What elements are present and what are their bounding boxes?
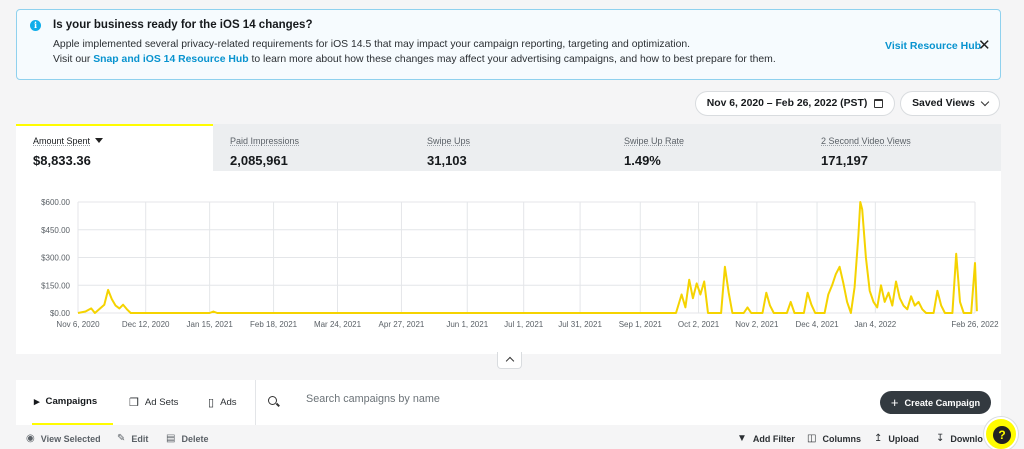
upload-label: Upload: [888, 433, 919, 444]
create-campaign-button[interactable]: + Create Campaign: [880, 391, 991, 414]
x-tick-label: Apr 27, 2021: [379, 320, 425, 329]
edit-label: Edit: [131, 433, 149, 444]
add-filter-button[interactable]: ▼ Add Filter: [737, 433, 795, 444]
metric-tab-swipe-ups[interactable]: Swipe Ups 31,103: [410, 124, 607, 171]
caret-down-icon[interactable]: [95, 138, 104, 143]
download-button[interactable]: ↧ Downlo: [936, 433, 983, 444]
metric-value: 171,197: [821, 153, 868, 168]
question-mark-icon: ?: [993, 426, 1011, 444]
add-filter-label: Add Filter: [752, 433, 795, 444]
x-tick-label: Dec 4, 2021: [795, 320, 839, 329]
metric-value: 31,103: [427, 153, 467, 168]
chevron-down-icon: [980, 97, 990, 107]
tab-label: Campaigns: [45, 396, 98, 407]
download-icon: ↧: [936, 433, 945, 444]
info-icon: i: [30, 20, 41, 31]
tabs-divider: [255, 380, 256, 425]
metric-value: $8,833.36: [33, 153, 91, 168]
metric-label: 2 Second Video Views: [821, 136, 911, 146]
x-tick-label: Oct 2, 2021: [678, 320, 720, 329]
x-tick-label: Jul 31, 2021: [558, 320, 602, 329]
view-selected-button[interactable]: ◉ View Selected: [26, 433, 101, 444]
x-tick-label: Jan 15, 2021: [187, 320, 234, 329]
banner-line-1: Apple implemented several privacy-relate…: [53, 39, 691, 50]
tab-label: Ad Sets: [144, 397, 179, 408]
y-tick-label: $600.00: [41, 198, 70, 207]
search-icon: [268, 396, 277, 405]
metric-label: Paid Impressions: [230, 136, 300, 146]
megaphone-icon: ▸: [34, 396, 40, 408]
x-tick-label: Feb 26, 2022: [951, 320, 999, 329]
ios14-banner: i Is your business ready for the iOS 14 …: [16, 9, 1001, 80]
edit-button[interactable]: ✎ Edit: [117, 433, 148, 444]
metric-tabs: Amount Spent $8,833.36 Paid Impressions …: [16, 124, 1001, 171]
saved-views-dropdown[interactable]: Saved Views: [900, 91, 1000, 116]
banner-line-2-suffix: to learn more about how these changes ma…: [251, 54, 776, 65]
help-button[interactable]: ?: [984, 417, 1018, 449]
visit-resource-hub-link[interactable]: Visit Resource Hub: [885, 40, 982, 52]
metric-tab-video-views[interactable]: 2 Second Video Views 171,197: [804, 124, 1001, 171]
metric-tab-paid-impressions[interactable]: Paid Impressions 2,085,961: [213, 124, 410, 171]
tab-ads[interactable]: ▯ Ads: [208, 380, 237, 425]
saved-views-label: Saved Views: [912, 98, 975, 109]
x-tick-label: Mar 24, 2021: [314, 320, 362, 329]
stats-card: Amount Spent $8,833.36 Paid Impressions …: [16, 124, 1001, 354]
x-tick-label: Nov 2, 2021: [735, 320, 779, 329]
columns-button[interactable]: ◫ Columns: [807, 433, 861, 444]
tab-label: Ads: [220, 397, 237, 408]
pencil-icon: ✎: [117, 433, 126, 444]
table-actions: ◉ View Selected ✎ Edit ▤ Delete ▼ Add Fi…: [0, 431, 1024, 449]
y-tick-label: $300.00: [41, 254, 70, 263]
upload-button[interactable]: ↥ Upload: [874, 433, 919, 444]
view-selected-label: View Selected: [40, 433, 101, 444]
ad-icon: ▯: [208, 397, 215, 409]
date-range-picker[interactable]: Nov 6, 2020 – Feb 26, 2022 (PST): [695, 91, 895, 116]
tab-campaigns[interactable]: ▸ Campaigns: [32, 380, 113, 425]
banner-title: Is your business ready for the iOS 14 ch…: [53, 19, 313, 31]
x-tick-label: Jul 1, 2021: [504, 320, 544, 329]
x-tick-label: Sep 1, 2021: [619, 320, 663, 329]
close-icon[interactable]: ✕: [978, 37, 991, 54]
columns-icon: ◫: [807, 433, 817, 444]
tab-ad-sets[interactable]: ❐ Ad Sets: [129, 380, 178, 425]
entity-tabs-bar: ▸ Campaigns ❐ Ad Sets ▯ Ads + Create Cam…: [16, 380, 1001, 425]
ad-sets-icon: ❐: [129, 397, 139, 409]
calendar-icon: [874, 99, 884, 108]
amount-spent-chart: $0.00 $150.00 $300.00 $450.00 $600.00 Nov 6, …: [41, 198, 999, 329]
plus-icon: +: [890, 394, 899, 410]
x-tick-label: Jun 1, 2021: [446, 320, 488, 329]
filter-icon: ▼: [737, 433, 747, 444]
metric-label: Swipe Ups: [427, 136, 471, 146]
x-tick-label: Dec 12, 2020: [122, 320, 170, 329]
banner-line-2: Visit our Snap and iOS 14 Resource Hub t…: [53, 54, 776, 65]
upload-icon: ↥: [874, 433, 883, 444]
metric-value: 2,085,961: [230, 153, 288, 168]
y-tick-label: $450.00: [41, 226, 70, 235]
resource-hub-inline-link[interactable]: Snap and iOS 14 Resource Hub: [93, 54, 249, 65]
delete-label: Delete: [181, 433, 209, 444]
delete-button[interactable]: ▤ Delete: [166, 433, 208, 444]
columns-label: Columns: [822, 433, 861, 444]
date-range-label: Nov 6, 2020 – Feb 26, 2022 (PST): [706, 98, 868, 109]
metric-label: Amount Spent: [33, 136, 91, 146]
chevron-up-icon: [505, 356, 515, 366]
x-tick-label: Nov 6, 2020: [56, 320, 100, 329]
search-input[interactable]: [306, 393, 706, 405]
y-tick-label: $150.00: [41, 281, 70, 290]
download-label: Downlo: [950, 433, 983, 444]
x-tick-label: Jan 4, 2022: [854, 320, 896, 329]
metric-tab-amount-spent[interactable]: Amount Spent $8,833.36: [16, 124, 213, 171]
metric-value: 1.49%: [624, 153, 661, 168]
banner-line-2-prefix: Visit our: [53, 54, 91, 65]
y-tick-label: $0.00: [50, 309, 71, 318]
metric-tab-swipe-up-rate[interactable]: Swipe Up Rate 1.49%: [607, 124, 804, 171]
trash-icon: ▤: [166, 433, 176, 444]
eye-icon: ◉: [26, 433, 35, 444]
x-tick-label: Feb 18, 2021: [250, 320, 298, 329]
metric-label: Swipe Up Rate: [624, 136, 685, 146]
create-campaign-label: Create Campaign: [904, 397, 981, 408]
collapse-chart-button[interactable]: [497, 352, 522, 369]
series-line-amount-spent: [77, 201, 978, 314]
